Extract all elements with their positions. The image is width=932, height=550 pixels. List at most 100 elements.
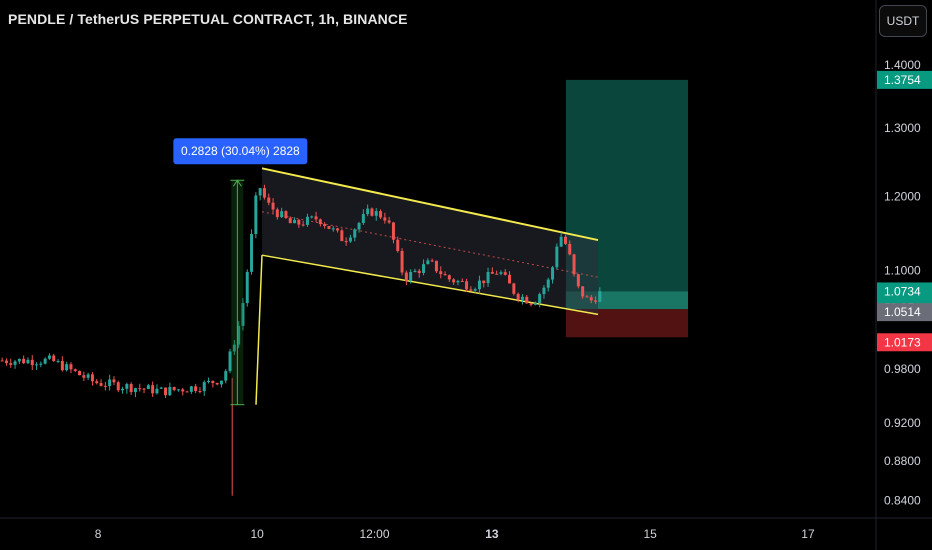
candle-body [82,375,86,378]
candle [189,385,193,394]
candle-body [366,208,370,215]
y-tick-label: 0.9800 [884,362,921,376]
candle [361,209,365,225]
candle [456,279,460,286]
candle-body [95,381,99,384]
candle [176,389,180,392]
candle [314,211,318,223]
candle [516,292,520,303]
candle-body [35,364,39,366]
candle [353,228,357,242]
candle [323,221,327,229]
candle [47,353,51,360]
currency-unit-button[interactable]: USDT [879,5,927,37]
candle [4,358,8,366]
candle-body [284,211,288,218]
candle [232,340,236,355]
candle [559,232,563,248]
candle-body [327,226,331,229]
candle-body [434,260,438,272]
candle [452,278,456,285]
candle-body [413,270,417,272]
candle [228,348,232,374]
candle-body [331,228,335,230]
candle-body [469,289,473,291]
candle-body [572,254,576,275]
candle-body [482,280,486,284]
candle [267,193,271,206]
candle [520,294,524,305]
candle-body [142,388,146,390]
candle [473,287,477,293]
candle [301,220,305,227]
candle [327,225,331,230]
candle-body [443,274,447,276]
candle-body [219,380,223,385]
candle-body [26,359,30,364]
candle-body [559,236,563,247]
candle-body [477,280,481,290]
candle-body [293,219,297,224]
candle-body [262,188,266,198]
candle-body [546,279,550,288]
candle-body [258,188,262,196]
candle-body [267,197,271,203]
candle-body [336,228,340,231]
candle [551,266,555,284]
candle-body [129,384,133,393]
channel-lower-line [261,254,599,316]
candle-body [232,344,236,352]
candle [576,273,580,289]
candle [155,384,159,395]
candle-body [13,361,17,365]
candle [563,234,567,246]
measure-label-box [173,138,308,165]
candle-body [374,211,378,216]
candle [215,382,219,386]
candle-body [589,297,593,301]
candle [138,383,142,392]
candle [396,236,400,253]
candle-body [280,211,284,218]
candle [439,266,443,279]
y-tick-label: 0.8400 [884,494,921,508]
candle-body [198,391,202,393]
y-tick-label: 0.8800 [884,454,921,468]
candle [310,215,314,219]
candle-body [581,286,585,297]
candle [370,207,374,217]
candle [17,358,21,364]
candle [172,386,176,392]
candle [379,209,383,220]
candle-body [379,211,383,218]
candle-body [56,360,60,362]
candle-body [361,214,365,223]
candle-body [473,289,477,291]
candle [490,267,494,274]
candle [293,217,297,224]
candle-body [99,383,103,386]
candle-body [495,273,499,275]
candle [181,387,185,396]
candle-body [103,385,107,387]
candle-body [125,384,129,389]
candle [512,282,516,296]
candle-body [159,387,163,389]
candle-body [383,217,387,221]
candle [159,386,163,389]
candle-body [108,379,112,387]
channel-midline [261,211,599,278]
candle-body [4,360,8,364]
candle [112,376,116,386]
candle [9,358,13,368]
candle-body [525,296,529,304]
candle [572,253,576,277]
candle-body [237,325,241,345]
candle [336,227,340,233]
candle [495,270,499,275]
candle-body [297,219,301,225]
candle [542,285,546,299]
